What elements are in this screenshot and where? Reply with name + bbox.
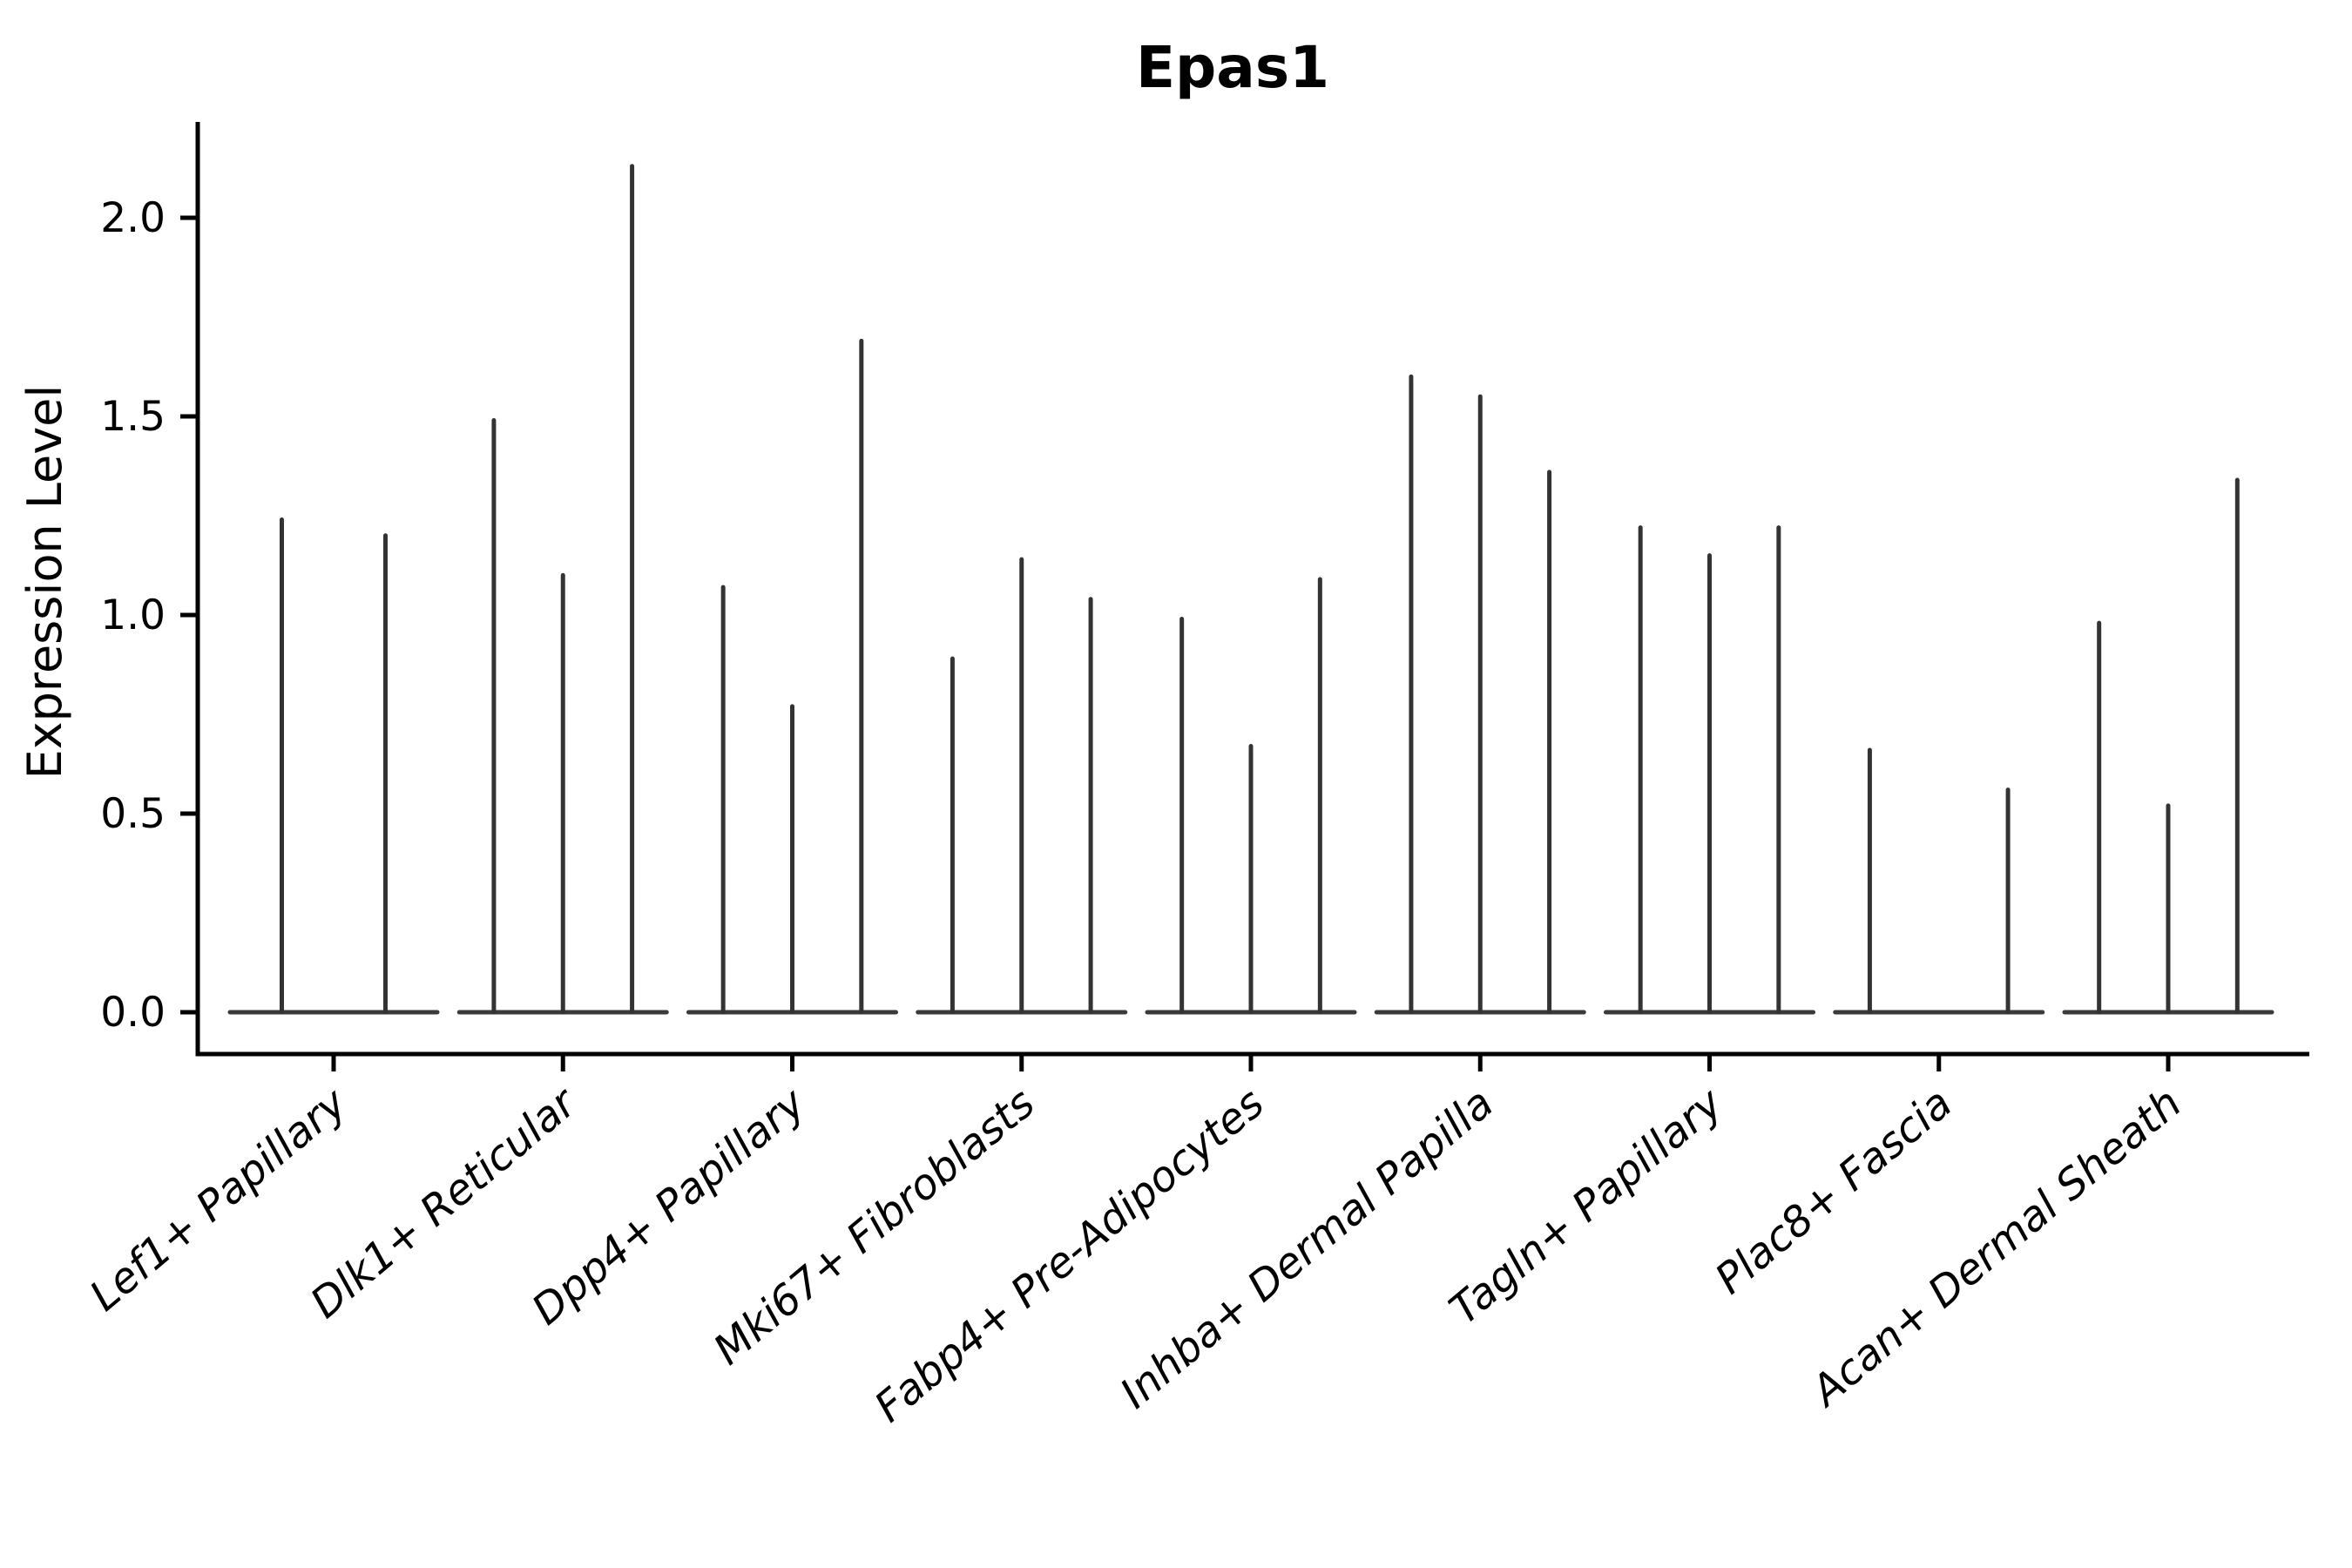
x-tick-label: Acan+ Dermal Sheath (1801, 1078, 2191, 1416)
y-axis-label: Expression Level (17, 385, 72, 780)
y-tick-label: 2.0 (100, 194, 166, 242)
x-tick-label: Inhba+ Dermal Papilla (1112, 1078, 1503, 1418)
x-tick-label: Fabp4+ Pre-Adipocytes (866, 1078, 1274, 1432)
y-tick-label: 0.0 (100, 989, 166, 1037)
y-tick-label: 1.5 (100, 393, 166, 441)
x-tick-label: Plac8+ Fascia (1707, 1078, 1962, 1303)
chart-title: Epas1 (1136, 34, 1329, 101)
y-tick-label: 0.5 (100, 790, 166, 838)
y-tick-label: 1.0 (100, 591, 166, 639)
